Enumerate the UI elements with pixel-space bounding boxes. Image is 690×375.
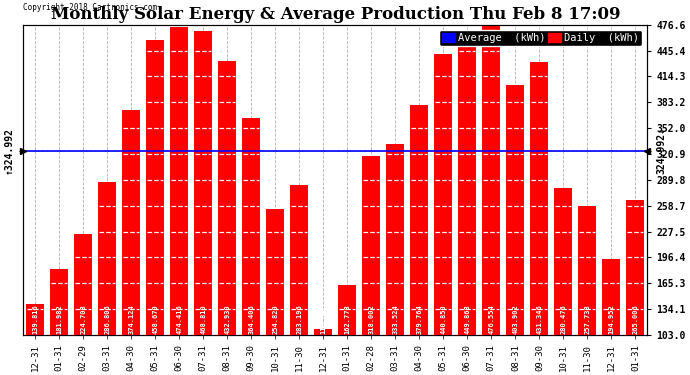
Bar xyxy=(578,207,596,335)
Text: 194.952: 194.952 xyxy=(609,304,614,334)
Bar xyxy=(218,61,236,335)
Bar xyxy=(554,188,573,335)
Bar xyxy=(170,27,188,335)
Text: 181.982: 181.982 xyxy=(56,304,62,334)
Text: 468.810: 468.810 xyxy=(200,304,206,334)
Text: Copyright 2018 Cartronics.com: Copyright 2018 Cartronics.com xyxy=(23,3,157,12)
Bar xyxy=(122,110,140,335)
Bar xyxy=(411,105,428,335)
Bar xyxy=(338,285,356,335)
Text: 474.416: 474.416 xyxy=(176,304,182,334)
Text: 254.820: 254.820 xyxy=(273,304,278,334)
Bar xyxy=(266,209,284,335)
Text: 286.806: 286.806 xyxy=(104,304,110,334)
Text: 379.764: 379.764 xyxy=(416,304,422,334)
Bar xyxy=(26,304,44,335)
Text: 374.124: 374.124 xyxy=(128,304,135,334)
Bar xyxy=(602,259,620,335)
Title: Monthly Solar Energy & Average Production Thu Feb 8 17:09: Monthly Solar Energy & Average Productio… xyxy=(50,6,620,23)
Bar xyxy=(75,234,92,335)
Bar xyxy=(627,200,644,335)
Text: 476.554: 476.554 xyxy=(489,304,494,334)
Bar xyxy=(531,62,549,335)
Bar xyxy=(386,144,404,335)
Text: 139.816: 139.816 xyxy=(32,304,38,334)
Text: 265.006: 265.006 xyxy=(633,304,638,334)
Text: 333.524: 333.524 xyxy=(393,304,398,334)
Bar xyxy=(506,85,524,335)
Text: 318.002: 318.002 xyxy=(368,304,375,334)
Text: 431.346: 431.346 xyxy=(536,304,542,334)
Text: 224.708: 224.708 xyxy=(80,304,86,334)
Text: 283.196: 283.196 xyxy=(296,304,302,334)
Bar xyxy=(434,54,453,335)
Bar xyxy=(458,47,476,335)
Text: 458.670: 458.670 xyxy=(152,304,158,334)
Text: 440.850: 440.850 xyxy=(440,304,446,334)
Bar xyxy=(50,269,68,335)
Text: 364.406: 364.406 xyxy=(248,304,255,334)
Text: 257.738: 257.738 xyxy=(584,304,591,334)
Text: 110.342: 110.342 xyxy=(320,304,326,334)
Text: 162.778: 162.778 xyxy=(344,304,351,334)
Text: 280.476: 280.476 xyxy=(560,304,566,334)
Text: 449.868: 449.868 xyxy=(464,304,471,334)
Text: 432.930: 432.930 xyxy=(224,304,230,334)
Bar xyxy=(362,156,380,335)
Text: 403.902: 403.902 xyxy=(513,304,518,334)
Bar xyxy=(98,182,116,335)
Legend: Average  (kWh), Daily  (kWh): Average (kWh), Daily (kWh) xyxy=(439,30,642,46)
Bar xyxy=(482,25,500,335)
Bar xyxy=(290,185,308,335)
Bar xyxy=(315,329,333,335)
Bar xyxy=(195,31,213,335)
Bar xyxy=(146,40,164,335)
Bar xyxy=(242,118,260,335)
